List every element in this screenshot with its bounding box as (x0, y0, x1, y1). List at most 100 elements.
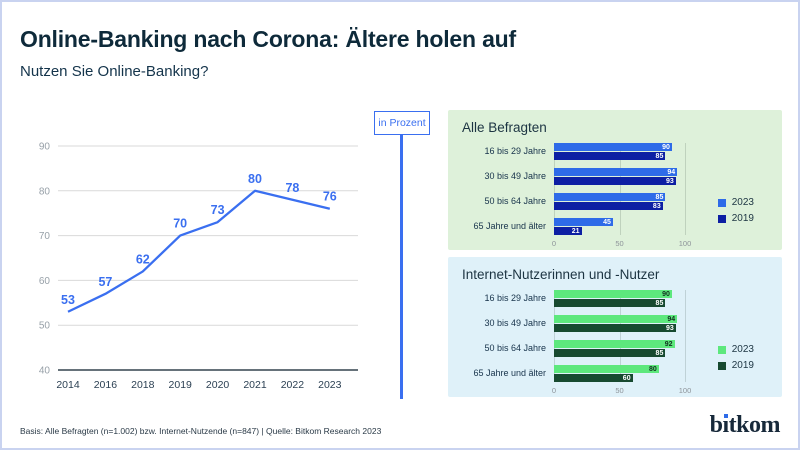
bar-2019: 93 (554, 177, 676, 185)
bar-pair: 90 85 (554, 290, 672, 307)
x-tick-label: 2016 (94, 379, 118, 391)
bar-2019: 85 (554, 349, 666, 357)
bar-2019: 60 (554, 374, 633, 382)
data-point-label: 80 (248, 172, 262, 186)
y-tick-label: 90 (39, 142, 51, 153)
bar-pair: 45 21 (554, 218, 613, 235)
legend-swatch (717, 214, 726, 223)
bar-pair: 94 93 (554, 168, 678, 185)
bar-row: 50 bis 64 Jahre 92 85 (462, 340, 768, 357)
logo-blue-dot (723, 414, 728, 418)
x-axis-ticks: 0 50 100 (551, 239, 691, 249)
panel-alle-befragten: Alle Befragten 16 bis 29 Jahre 90 85 30 bis… (448, 110, 782, 250)
logo-text-pre: b (709, 412, 723, 438)
x-tick-label: 100 (678, 386, 692, 395)
bar-pair: 80 60 (554, 365, 659, 382)
x-tick-label: 2019 (169, 379, 193, 391)
x-tick-label: 0 (551, 239, 557, 248)
bar-2023: 45 (554, 218, 613, 226)
bar-2019: 83 (554, 202, 663, 210)
gridline (685, 143, 686, 235)
bar-pair: 90 85 (554, 143, 672, 160)
legend-label: 2019 (731, 213, 754, 224)
line-chart: 40 50 60 70 80 90 2014 2016 2018 2019 2020 2021 2022… (39, 142, 358, 391)
y-tick-label: 50 (39, 321, 51, 332)
bar-row: 65 Jahre und älter 80 60 (462, 365, 768, 382)
y-tick-label: 80 (39, 186, 51, 197)
category-label: 16 bis 29 Jahre (484, 292, 546, 303)
unit-badge: in Prozent (374, 111, 430, 135)
legend: 2023 2019 (717, 197, 754, 224)
data-point-label: 70 (173, 217, 187, 231)
bar-value-label: 85 (655, 152, 664, 160)
bar-value-label: 94 (667, 168, 676, 176)
bar-value-label: 45 (603, 218, 611, 226)
bar-2023: 90 (554, 143, 672, 151)
bar-value-label: 85 (655, 349, 664, 357)
bar-row: 16 bis 29 Jahre 90 85 (462, 290, 768, 307)
legend-swatch (717, 345, 726, 354)
bar-2023: 85 (554, 193, 666, 201)
bar-value-label: 85 (655, 193, 664, 201)
bar-2023: 90 (554, 290, 672, 298)
data-point-label: 53 (61, 293, 75, 307)
bar-value-label: 94 (667, 315, 676, 323)
x-tick-label: 50 (615, 239, 624, 248)
data-point-label: 78 (285, 181, 299, 195)
legend-label: 2023 (731, 344, 754, 355)
legend-swatch (717, 361, 726, 370)
x-tick-label: 100 (678, 239, 692, 248)
x-tick-label: 2022 (281, 379, 305, 391)
bar-pair: 85 83 (554, 193, 666, 210)
x-tick-label: 0 (551, 386, 557, 395)
legend-swatch (717, 198, 726, 207)
logo-letter-i: ı (722, 412, 729, 438)
data-point-label: 73 (211, 203, 225, 217)
legend-label: 2019 (731, 360, 754, 371)
vertical-divider-line (400, 135, 403, 399)
bar-2019: 93 (554, 324, 676, 332)
bar-2019: 85 (554, 299, 666, 307)
bar-row: 30 bis 49 Jahre 94 93 (462, 315, 768, 332)
x-tick-label: 2023 (318, 379, 342, 391)
source-note: Basis: Alle Befragten (n=1.002) bzw. Int… (20, 426, 382, 436)
gridline (685, 290, 686, 382)
bar-value-label: 60 (622, 374, 631, 382)
x-tick-label: 50 (615, 386, 624, 395)
page-title: Online-Banking nach Corona: Ältere holen… (20, 26, 516, 52)
bar-chart-alle-befragten: 16 bis 29 Jahre 90 85 30 bis 49 Jahre 94 93 50… (462, 143, 768, 251)
bar-value-label: 21 (571, 227, 580, 235)
legend-item-2023: 2023 (717, 197, 754, 208)
category-label: 50 bis 64 Jahre (484, 342, 546, 353)
legend-item-2019: 2019 (717, 213, 754, 224)
x-tick-label: 2018 (131, 379, 155, 391)
bar-2019: 21 (554, 227, 582, 235)
y-tick-label: 40 (39, 366, 51, 377)
bar-value-label: 90 (662, 143, 670, 151)
category-label: 50 bis 64 Jahre (484, 195, 546, 206)
line-series (67, 189, 331, 313)
gridline (619, 143, 621, 235)
gridline (554, 290, 555, 382)
bar-value-label: 92 (664, 340, 673, 348)
plot-gridlines (554, 143, 686, 235)
gridline (619, 290, 621, 382)
legend-label: 2023 (731, 197, 754, 208)
bar-2019: 85 (554, 152, 666, 160)
bar-2023: 80 (554, 365, 659, 373)
bar-pair: 94 93 (554, 315, 678, 332)
data-point-label: 57 (98, 275, 112, 289)
x-tick-label: 2020 (206, 379, 230, 391)
bar-2023: 94 (554, 168, 678, 176)
bar-value-label: 93 (666, 324, 674, 332)
category-label: 65 Jahre und älter (473, 367, 546, 378)
bar-row: 50 bis 64 Jahre 85 83 (462, 193, 768, 210)
bar-value-label: 93 (666, 177, 674, 185)
y-tick-label: 60 (39, 276, 51, 287)
x-tick-label: 2021 (243, 379, 267, 391)
bar-row: 30 bis 49 Jahre 94 93 (462, 168, 768, 185)
bar-value-label: 90 (662, 290, 670, 298)
bar-value-label: 85 (655, 299, 664, 307)
panel-internet-nutzer: Internet-Nutzerinnen und -Nutzer 16 bis … (448, 257, 782, 397)
category-label: 16 bis 29 Jahre (484, 145, 546, 156)
